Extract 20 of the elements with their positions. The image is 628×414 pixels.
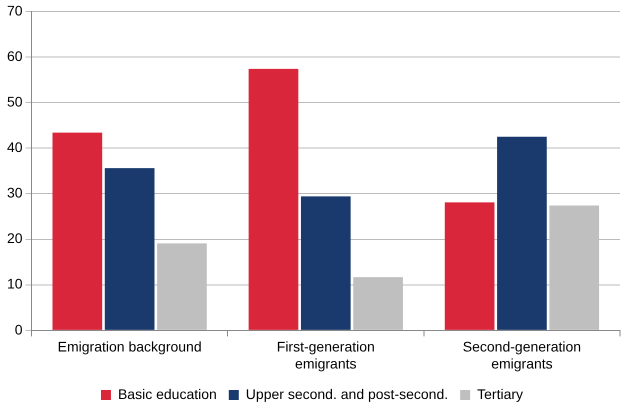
- y-tick-label: 30: [6, 184, 23, 201]
- x-tick-label: First-generation emigrants: [276, 338, 375, 372]
- bar: [300, 196, 351, 330]
- x-tick-label: Second-generation emigrants: [462, 338, 582, 372]
- x-tick-label: Emigration background: [58, 338, 202, 355]
- bar: [497, 136, 547, 330]
- y-tick-label: 50: [6, 93, 23, 110]
- bar: [104, 168, 154, 330]
- legend-label: Upper second. and post-second.: [246, 386, 448, 402]
- y-tick-label: 20: [6, 230, 23, 246]
- legend-label: Tertiary: [477, 386, 524, 402]
- legend-label: Basic education: [118, 386, 217, 402]
- y-tick-label: 70: [6, 2, 23, 18]
- bar: [248, 68, 298, 330]
- y-tick-label: 10: [6, 276, 23, 292]
- y-tick-label: 0: [14, 321, 23, 338]
- bar: [444, 202, 494, 330]
- y-tick-label: 40: [6, 138, 23, 155]
- y-tick-label: 60: [6, 48, 23, 64]
- bar: [52, 132, 102, 330]
